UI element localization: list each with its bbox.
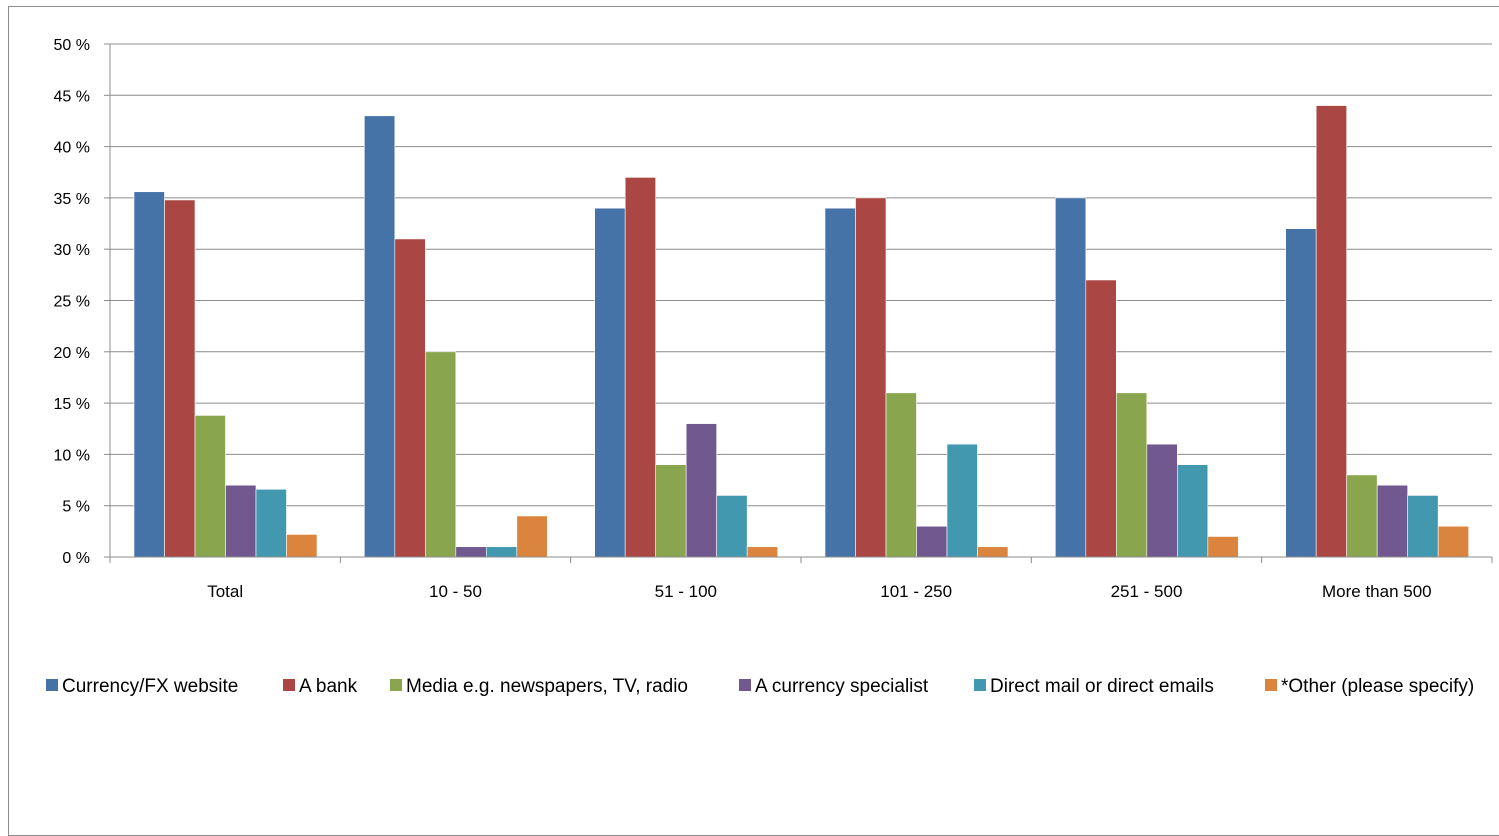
y-tick-label: 0 % bbox=[62, 550, 90, 567]
bar bbox=[1437, 525, 1469, 558]
y-tick-label: 50 % bbox=[54, 37, 90, 54]
y-axis-tick-labels: 0 % 5 % 10 % 15 % 20 % 25 % 30 % 35 % 40 % 45 % 50… bbox=[54, 37, 90, 567]
y-tick-label: 5 % bbox=[62, 499, 90, 516]
bar bbox=[885, 392, 917, 558]
y-tick-label: 25 % bbox=[54, 294, 90, 311]
legend-swatch bbox=[283, 679, 295, 691]
y-tick-label: 10 % bbox=[54, 447, 90, 464]
bar bbox=[1116, 392, 1148, 558]
bar bbox=[824, 207, 856, 558]
bar bbox=[255, 488, 287, 558]
x-tick-label: 51 - 100 bbox=[655, 582, 717, 601]
bar bbox=[1055, 197, 1087, 558]
bar bbox=[855, 197, 887, 558]
bar bbox=[1346, 474, 1378, 558]
bar bbox=[486, 546, 518, 558]
bar bbox=[455, 546, 487, 558]
bar bbox=[1407, 495, 1439, 558]
bar bbox=[1285, 228, 1317, 558]
legend-item: Media e.g. newspapers, TV, radio bbox=[390, 676, 688, 697]
bar bbox=[624, 177, 656, 558]
x-tick-label: Total bbox=[207, 582, 243, 601]
bar bbox=[425, 351, 457, 558]
y-tick-label: 35 % bbox=[54, 191, 90, 208]
x-tick-label: 101 - 250 bbox=[880, 582, 952, 601]
bars bbox=[133, 105, 1469, 558]
bar bbox=[133, 191, 165, 558]
bar bbox=[225, 484, 257, 558]
legend-item: A bank bbox=[283, 676, 358, 697]
legend-label: A currency specialist bbox=[755, 676, 929, 697]
axes bbox=[109, 44, 1493, 563]
bar bbox=[946, 443, 978, 558]
legend-swatch bbox=[1265, 679, 1277, 691]
legend-label: Direct mail or direct emails bbox=[990, 676, 1214, 697]
y-tick-label: 45 % bbox=[54, 88, 90, 105]
bar bbox=[394, 238, 426, 558]
bar bbox=[364, 115, 396, 558]
bar bbox=[1177, 464, 1209, 558]
chart-frame bbox=[8, 6, 1499, 836]
gridlines bbox=[104, 43, 1492, 558]
bar bbox=[1207, 536, 1239, 558]
bar bbox=[685, 423, 717, 558]
bar bbox=[1146, 443, 1178, 558]
x-tick-label: 251 - 500 bbox=[1111, 582, 1183, 601]
legend-swatch bbox=[739, 679, 751, 691]
legend-label: Currency/FX website bbox=[62, 676, 238, 697]
x-tick-label: More than 500 bbox=[1322, 582, 1432, 601]
legend-swatch bbox=[46, 679, 58, 691]
y-tick-label: 30 % bbox=[54, 242, 90, 259]
bar bbox=[164, 199, 196, 558]
legend-item: *Other (please specify) bbox=[1265, 676, 1474, 697]
legend-item: Direct mail or direct emails bbox=[974, 676, 1214, 697]
legend-item: A currency specialist bbox=[739, 676, 929, 697]
bar bbox=[1315, 105, 1347, 558]
bar bbox=[286, 534, 318, 558]
legend-swatch bbox=[974, 679, 986, 691]
bar bbox=[516, 515, 548, 558]
bar bbox=[194, 415, 226, 558]
y-tick-label: 20 % bbox=[54, 345, 90, 362]
legend-swatch bbox=[390, 679, 402, 691]
legend-label: A bank bbox=[299, 676, 358, 697]
y-tick-label: 15 % bbox=[54, 396, 90, 413]
bar bbox=[916, 525, 948, 558]
legend: Currency/FX website A bank Media e.g. news… bbox=[46, 676, 1474, 697]
bar bbox=[1376, 484, 1408, 558]
bar bbox=[977, 546, 1009, 558]
bar bbox=[716, 495, 748, 558]
y-tick-label: 40 % bbox=[54, 140, 90, 157]
legend-label: Media e.g. newspapers, TV, radio bbox=[406, 676, 688, 697]
bar bbox=[594, 207, 626, 558]
bar bbox=[746, 546, 778, 558]
x-axis-category-labels: Total 10 - 50 51 - 100 101 - 250 251 - 500 Mo… bbox=[207, 582, 1431, 601]
legend-item: Currency/FX website bbox=[46, 676, 238, 697]
x-tick-label: 10 - 50 bbox=[429, 582, 482, 601]
legend-label: *Other (please specify) bbox=[1281, 676, 1474, 697]
bar bbox=[655, 464, 687, 558]
bar bbox=[1085, 279, 1117, 558]
